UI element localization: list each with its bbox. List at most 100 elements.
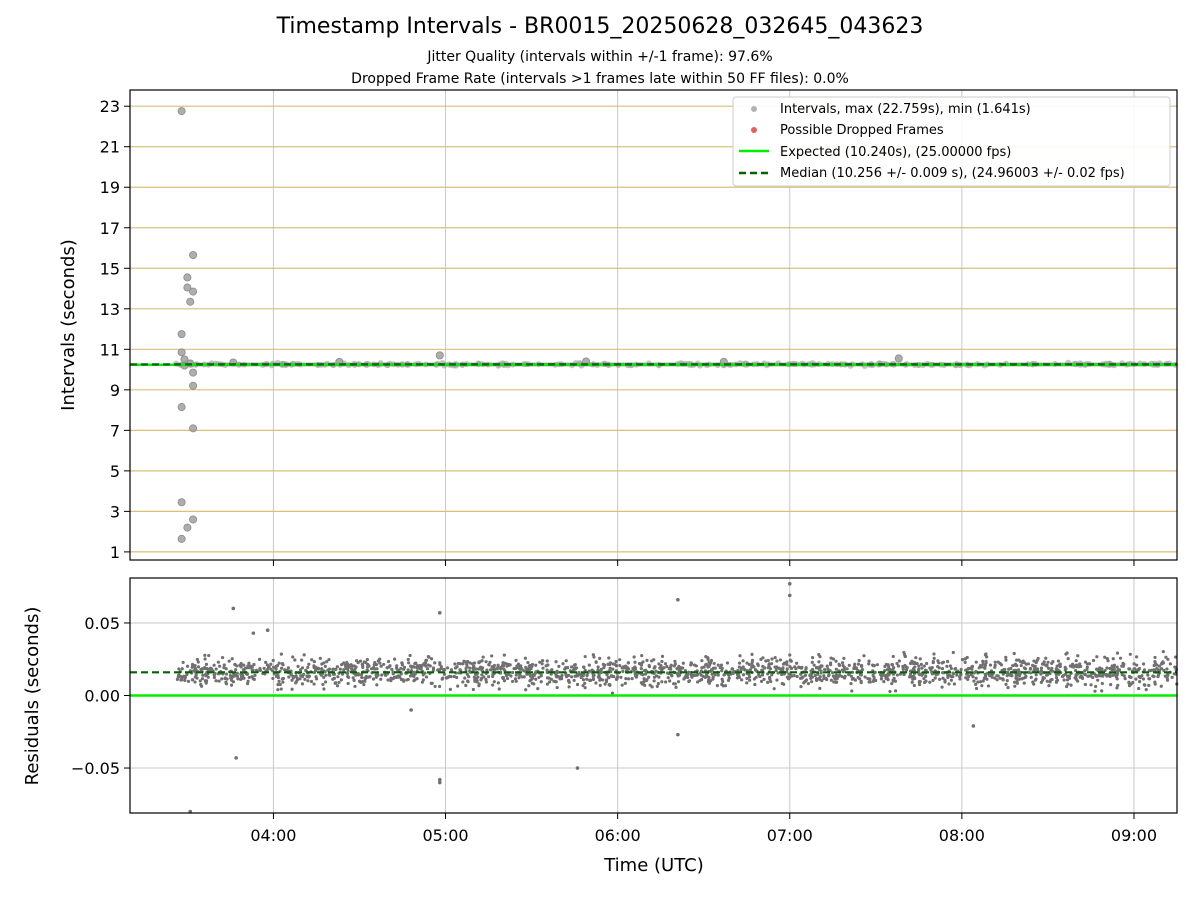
residual-point	[365, 668, 369, 672]
residual-point	[575, 682, 580, 687]
residual-point	[190, 678, 195, 682]
residual-point	[720, 677, 724, 681]
residual-point	[785, 660, 789, 664]
residual-point	[525, 668, 529, 672]
residual-point	[356, 672, 360, 676]
residual-point	[670, 674, 674, 678]
residual-point	[472, 675, 476, 679]
residual-point	[707, 660, 711, 664]
residual-point	[271, 665, 276, 669]
residual-point	[564, 659, 568, 663]
residual-point	[859, 673, 863, 677]
residual-point	[324, 673, 328, 677]
residual-point	[753, 682, 757, 687]
residual-point	[1100, 689, 1104, 693]
residual-point	[320, 667, 324, 671]
residual-point	[706, 665, 710, 669]
residual-point	[810, 660, 814, 664]
residual-point	[716, 673, 720, 677]
residual-point	[915, 661, 919, 666]
residual-point	[859, 663, 864, 668]
residual-point	[1046, 660, 1050, 664]
residual-point	[789, 666, 794, 670]
residual-point	[391, 676, 395, 681]
residual-point	[579, 672, 583, 677]
residual-point	[1114, 675, 1118, 679]
residual-point	[365, 657, 369, 662]
interval-point	[189, 381, 198, 390]
residual-point	[314, 675, 318, 679]
residual-point	[238, 677, 243, 682]
intervals-y-tick-label: 9	[110, 381, 120, 400]
residual-point	[825, 664, 829, 668]
residual-point	[220, 677, 224, 681]
residual-point	[696, 680, 700, 684]
residual-point	[1116, 683, 1120, 687]
residual-point	[276, 683, 280, 687]
interval-point	[189, 368, 198, 377]
residual-point	[713, 666, 717, 670]
residual-point	[703, 675, 707, 679]
residual-point	[199, 684, 204, 688]
residual-point	[395, 664, 399, 668]
residual-point	[706, 657, 710, 662]
residual-point	[912, 683, 916, 688]
residual-point	[423, 662, 427, 667]
residual-point	[700, 659, 704, 663]
residual-point	[1050, 677, 1054, 682]
residual-point	[1163, 674, 1167, 678]
residual-point	[981, 659, 985, 663]
residual-point	[247, 661, 251, 665]
residual-point	[1131, 680, 1135, 685]
residual-point	[524, 665, 528, 670]
residual-point	[271, 658, 275, 663]
intervals-y-tick-label: 19	[100, 178, 120, 197]
residual-point	[903, 663, 907, 668]
residual-point	[249, 666, 253, 670]
residual-point	[501, 676, 505, 681]
residual-point	[290, 687, 294, 691]
residual-point	[534, 670, 538, 674]
residual-point	[1137, 686, 1141, 691]
residual-point	[694, 664, 698, 668]
residual-point	[737, 661, 742, 665]
residual-point	[993, 663, 997, 667]
residual-point	[508, 663, 512, 667]
residual-point	[822, 674, 826, 678]
residual-point	[230, 657, 234, 661]
residual-point	[669, 667, 673, 671]
residual-point	[379, 664, 383, 668]
residual-point	[795, 674, 799, 679]
residual-point	[949, 666, 953, 671]
residual-point	[291, 655, 295, 659]
residual-point	[976, 680, 980, 684]
residual-point	[911, 661, 916, 666]
residual-point	[612, 674, 616, 679]
interval-point	[189, 515, 198, 524]
residual-point	[648, 683, 652, 687]
residual-point	[761, 664, 765, 668]
residual-point	[914, 656, 918, 660]
residual-point	[407, 661, 411, 665]
residual-point	[984, 659, 988, 663]
residual-point	[346, 666, 350, 670]
residual-point	[971, 675, 975, 679]
residual-point	[1015, 658, 1019, 662]
residual-point	[809, 673, 813, 677]
legend-expected-label: Expected (10.240s), (25.00000 fps)	[780, 145, 1011, 160]
residual-point	[965, 655, 969, 660]
residual-point	[250, 668, 254, 672]
residual-point	[602, 666, 606, 670]
residual-point	[970, 665, 974, 669]
residual-point	[442, 668, 447, 672]
residual-point	[585, 677, 589, 681]
residual-point	[1040, 662, 1045, 666]
interval-point	[177, 403, 186, 412]
chart-subtitle-dropped: Dropped Frame Rate (intervals >1 frames …	[351, 71, 849, 87]
interval-point	[183, 283, 192, 292]
residual-point	[1151, 674, 1155, 678]
residual-point	[548, 680, 552, 684]
residual-point	[978, 680, 983, 684]
residual-point	[327, 657, 331, 662]
residual-point	[787, 593, 792, 598]
